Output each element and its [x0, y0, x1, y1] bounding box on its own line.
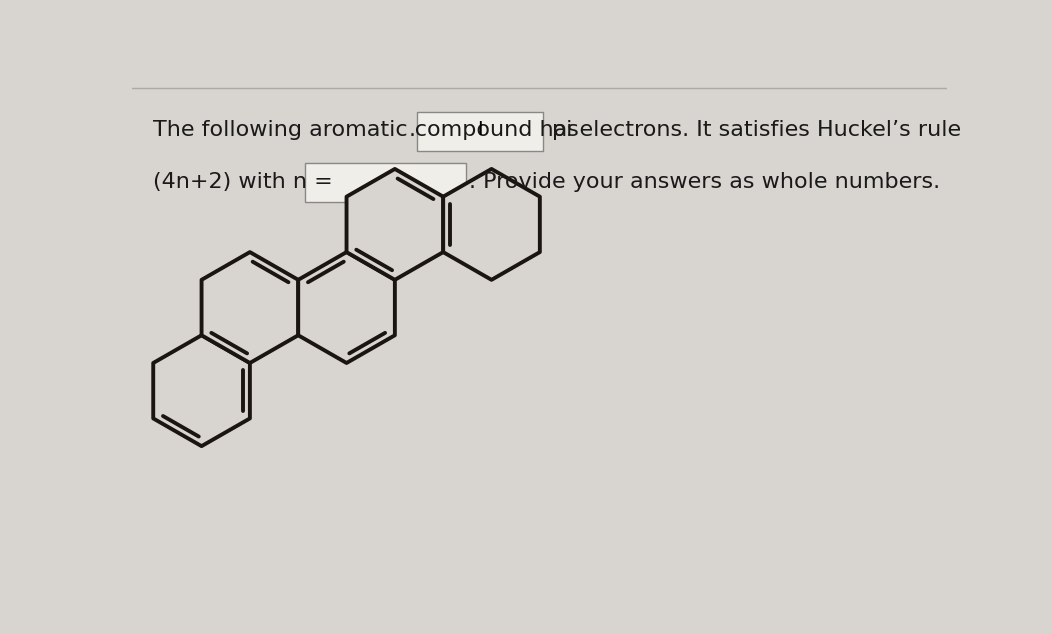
- Polygon shape: [202, 252, 298, 363]
- Text: . Provide your answers as whole numbers.: . Provide your answers as whole numbers.: [469, 172, 940, 191]
- Text: I: I: [478, 120, 483, 139]
- Text: The following aromatic compound has: The following aromatic compound has: [154, 120, 579, 140]
- FancyBboxPatch shape: [305, 163, 466, 202]
- Text: .: .: [408, 120, 416, 140]
- Text: (4n+2) with n =: (4n+2) with n =: [154, 172, 332, 191]
- Polygon shape: [154, 335, 250, 446]
- Polygon shape: [346, 169, 443, 280]
- FancyBboxPatch shape: [418, 112, 543, 151]
- Polygon shape: [298, 252, 394, 363]
- Polygon shape: [443, 169, 540, 280]
- Text: pi electrons. It satisfies Huckel’s rule: pi electrons. It satisfies Huckel’s rule: [551, 120, 960, 140]
